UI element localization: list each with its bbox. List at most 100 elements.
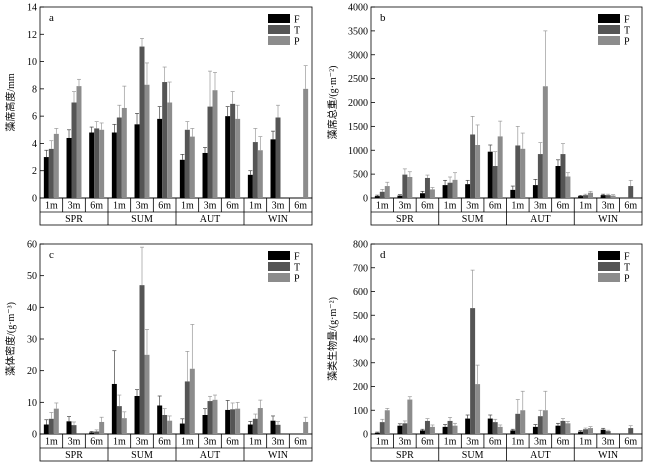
- category-label: 6m: [158, 201, 171, 212]
- bar-f: [134, 396, 140, 434]
- category-label: 3m: [466, 201, 479, 212]
- bar-t: [230, 103, 236, 198]
- y-tick-label: 0: [32, 194, 37, 205]
- bar-t: [48, 148, 54, 198]
- y-tick-label: 200: [353, 382, 368, 393]
- category-label: 3m: [204, 437, 217, 448]
- category-label: 6m: [624, 437, 637, 448]
- legend-swatch-t: [598, 25, 620, 34]
- category-label: 6m: [557, 437, 570, 448]
- category-label: 1m: [181, 201, 194, 212]
- bar-p: [235, 118, 241, 198]
- bar-t: [94, 431, 100, 434]
- plot-frame: [39, 243, 313, 435]
- bar-p: [429, 189, 435, 198]
- bar-f: [247, 424, 253, 434]
- bar-f: [487, 151, 493, 198]
- y-tick-label: 2000: [348, 98, 368, 109]
- season-label: AUT: [200, 214, 221, 225]
- y-tick-label: 3500: [348, 26, 368, 37]
- bar-t: [470, 134, 476, 198]
- y-tick-label: 60: [27, 240, 37, 251]
- legend-label-p: P: [624, 274, 630, 285]
- legend-swatch-f: [598, 14, 620, 23]
- season-label: SPR: [396, 214, 414, 225]
- bar-p: [121, 107, 127, 198]
- category-label: 3m: [136, 201, 149, 212]
- legend-swatch-f: [268, 14, 290, 23]
- bar-p: [53, 408, 59, 434]
- y-tick-label: 2500: [348, 74, 368, 85]
- y-axis-label: 藻席高度/mm: [4, 73, 17, 132]
- bar-p: [212, 90, 218, 198]
- season-label: SPR: [65, 214, 83, 225]
- y-tick-label: 40: [27, 303, 37, 314]
- bar-p: [452, 179, 458, 198]
- bar-f: [157, 118, 163, 198]
- bar-p: [384, 186, 390, 198]
- y-tick-label: 500: [353, 311, 368, 322]
- chart-panel-b: 0 500 1000 1500 2000 2500 3000 3500 4000 藻席总重/(g·…: [326, 3, 643, 226]
- bar-p: [257, 150, 263, 198]
- category-label: 1m: [511, 201, 524, 212]
- bar-t: [605, 195, 611, 198]
- category-label: 1m: [579, 437, 592, 448]
- y-tick-label: 30: [27, 335, 37, 346]
- panel-letter: b: [380, 12, 386, 24]
- category-label: 1m: [579, 201, 592, 212]
- bar-f: [374, 196, 380, 198]
- y-tick-label: 600: [353, 287, 368, 298]
- bar-t: [447, 182, 453, 198]
- bar-f: [270, 420, 276, 434]
- y-tick-label: 1500: [348, 122, 368, 133]
- bar-f: [157, 405, 163, 434]
- bar-f: [89, 432, 95, 434]
- y-tick-label: 4000: [348, 3, 368, 14]
- bar-t: [184, 129, 190, 198]
- y-tick-label: 6: [32, 112, 37, 123]
- y-tick-label: 12: [27, 30, 37, 41]
- season-label: AUT: [530, 450, 551, 461]
- bar-t: [252, 418, 258, 434]
- bar-f: [111, 132, 117, 198]
- legend-label-p: P: [624, 37, 630, 48]
- bar-t: [116, 406, 122, 434]
- legend-label-t: T: [294, 26, 300, 37]
- bar-t: [275, 117, 281, 198]
- bar-t: [71, 425, 77, 434]
- y-tick-label: 1000: [348, 146, 368, 157]
- y-tick-label: 0: [32, 430, 37, 441]
- y-tick-label: 4: [32, 139, 37, 150]
- season-label: AUT: [530, 214, 551, 225]
- bar-t: [379, 191, 385, 198]
- bar-p: [167, 420, 173, 434]
- y-tick-label: 14: [27, 3, 37, 14]
- bar-t: [139, 285, 145, 434]
- category-label: 6m: [489, 201, 502, 212]
- legend-label-p: P: [294, 37, 300, 48]
- y-tick-label: 800: [353, 240, 368, 251]
- category-label: 6m: [90, 437, 103, 448]
- bar-p: [475, 144, 481, 198]
- bar-f: [270, 139, 276, 198]
- bar-p: [610, 195, 616, 198]
- y-tick-label: 20: [27, 366, 37, 377]
- bar-t: [184, 381, 190, 434]
- bar-t: [424, 420, 430, 434]
- bar-t: [207, 401, 213, 434]
- bar-f: [374, 432, 380, 434]
- category-label: 3m: [602, 437, 615, 448]
- y-tick-label: 400: [353, 335, 368, 346]
- category-label: 3m: [68, 201, 81, 212]
- bar-t: [537, 154, 543, 198]
- bar-p: [303, 88, 309, 198]
- bar-p: [407, 399, 413, 434]
- bar-p: [565, 423, 571, 434]
- season-label: SUM: [462, 450, 484, 461]
- legend-swatch-p: [598, 273, 620, 282]
- bar-f: [600, 429, 606, 434]
- bar-f: [66, 137, 72, 198]
- bar-f: [134, 124, 140, 198]
- category-label: 1m: [113, 437, 126, 448]
